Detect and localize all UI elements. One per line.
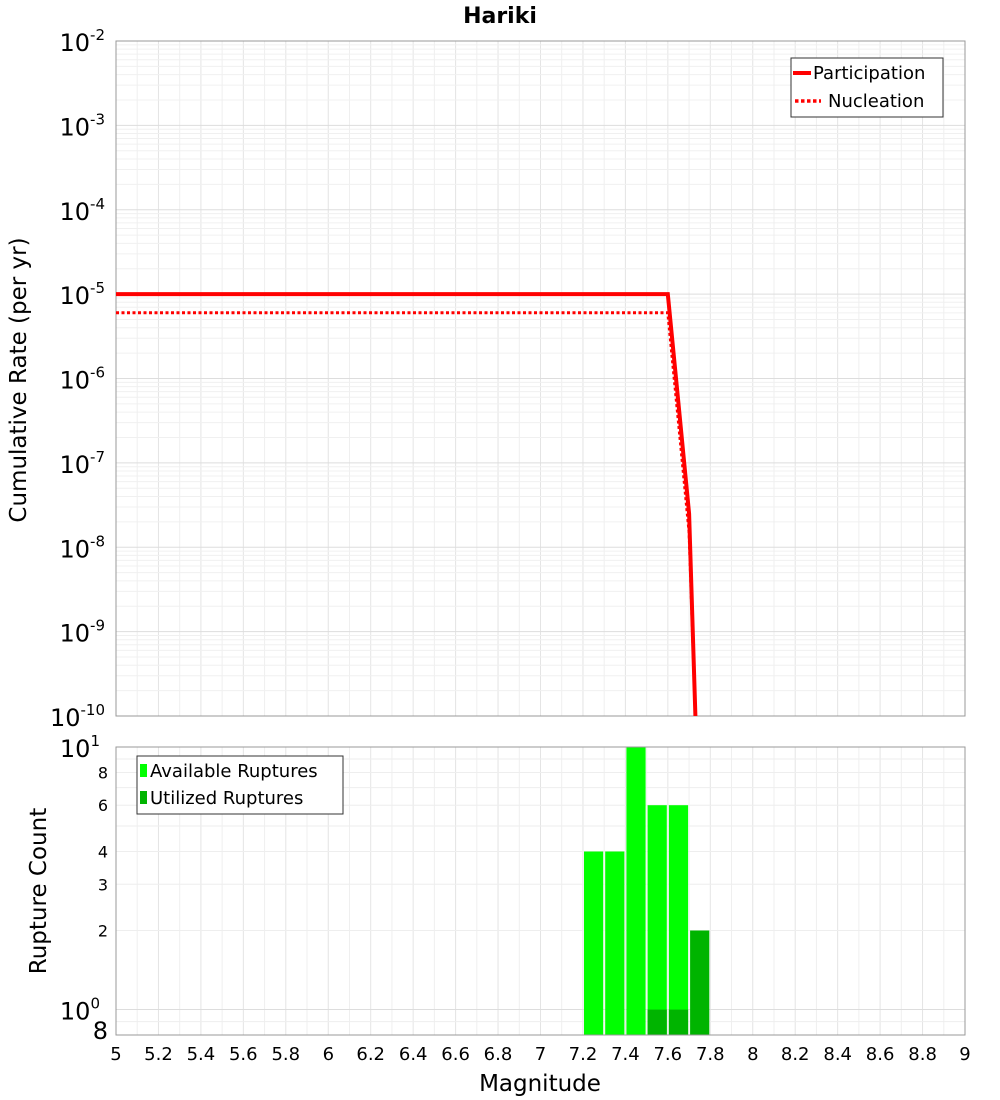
count-y-minor-tick-label: 3 [98, 875, 108, 894]
rate-y-ticks: 10-2 10-3 10-4 10-5 10-6 10-7 10-8 10-9 10-10 [50, 26, 105, 732]
x-tick-label: 7.2 [569, 1044, 598, 1065]
x-tick-label: 7 [535, 1044, 546, 1065]
x-tick-label: 6.6 [441, 1044, 470, 1065]
rate-y-tick-label: 10-5 [59, 279, 105, 310]
x-tick-label: 5 [110, 1044, 121, 1065]
legend-available-label: Available Ruptures [150, 761, 318, 782]
x-tick-label: 9 [959, 1044, 970, 1065]
x-tick-label: 5.4 [187, 1044, 216, 1065]
x-tick-label: 8.4 [823, 1044, 852, 1065]
rate-legend: Participation Nucleation [790, 57, 944, 118]
count-legend-box [136, 755, 344, 815]
x-tick-label: 6.8 [484, 1044, 513, 1065]
available-ruptures-bar [605, 851, 625, 1035]
count-y-minor-tick-label: 2 [98, 922, 108, 941]
rate-y-tick-label: 10-2 [59, 26, 105, 57]
rate-series [116, 292, 698, 717]
rate-y-tick-label: 10-3 [59, 110, 105, 141]
count-y-minor-tick-label: 6 [98, 796, 108, 815]
rate-panel: 10-2 10-3 10-4 10-5 10-6 10-7 10-8 10-9 10-10 Cu… [6, 26, 966, 732]
x-ticks: 5 5.2 5.4 5.6 5.8 6 6.2 6.4 6.6 6.8 7 7.2 7.4 7.6 7.8 8… [110, 1044, 970, 1065]
utilized-ruptures-bar [668, 1009, 689, 1035]
count-y-minor-tick-label: 4 [98, 843, 108, 862]
count-plot-frame [115, 746, 966, 1036]
x-tick-label: 8.2 [781, 1044, 810, 1065]
rate-plot-frame [115, 40, 966, 717]
available-ruptures-bar [668, 805, 689, 1035]
x-tick-label: 8.6 [866, 1044, 895, 1065]
count-y-major-tick-label: 100 [60, 995, 100, 1026]
x-axis-label: Magnitude [479, 1071, 601, 1097]
available-ruptures-bar [584, 851, 604, 1035]
x-tick-label: 6.2 [356, 1044, 385, 1065]
rate-grid [115, 41, 966, 717]
x-tick-label: 7.6 [653, 1044, 682, 1065]
rate-legend-box [790, 57, 944, 118]
legend-available-swatch [140, 764, 147, 777]
x-tick-label: 5.8 [271, 1044, 300, 1065]
rate-y-axis-label: Cumulative Rate (per yr) [6, 237, 32, 522]
x-tick-label: 7.8 [696, 1044, 725, 1065]
legend-utilized-label: Utilized Ruptures [150, 788, 303, 809]
rate-series-line-participation [116, 292, 698, 717]
legend-participation-label: Participation [813, 63, 925, 84]
legend-utilized-swatch [140, 791, 147, 804]
x-tick-label: 5.2 [144, 1044, 173, 1065]
rate-y-tick-label: 10-4 [59, 195, 105, 226]
utilized-ruptures-bar [690, 930, 710, 1035]
count-y-minor-tick-label: 8 [93, 1017, 108, 1045]
count-y-minor-tick-label: 8 [98, 763, 108, 782]
legend-nucleation-label: Nucleation [828, 91, 924, 112]
x-tick-label: 7.4 [611, 1044, 640, 1065]
count-bars [584, 747, 710, 1035]
count-y-axis-label: Rupture Count [26, 808, 52, 974]
rate-y-tick-label: 10-7 [59, 448, 105, 479]
x-tick-label: 6 [323, 1044, 334, 1065]
x-tick-label: 8.8 [908, 1044, 937, 1065]
rate-y-tick-label: 10-9 [59, 617, 105, 648]
chart-title: Hariki [463, 4, 537, 29]
x-tick-label: 5.6 [229, 1044, 258, 1065]
rate-y-tick-label: 10-6 [59, 364, 105, 395]
rate-y-tick-label: 10-8 [59, 532, 105, 563]
rate-y-tick-label: 10-10 [50, 701, 105, 732]
available-ruptures-bar [626, 747, 646, 1035]
available-ruptures-bar [647, 805, 667, 1035]
x-tick-label: 8 [747, 1044, 758, 1065]
count-y-major-tick-label: 101 [60, 732, 100, 763]
rate-series-line-nucleation [116, 311, 697, 717]
utilized-ruptures-bar [647, 1009, 667, 1035]
x-tick-label: 6.4 [399, 1044, 428, 1065]
count-legend: Available Ruptures Utilized Ruptures [136, 755, 344, 815]
